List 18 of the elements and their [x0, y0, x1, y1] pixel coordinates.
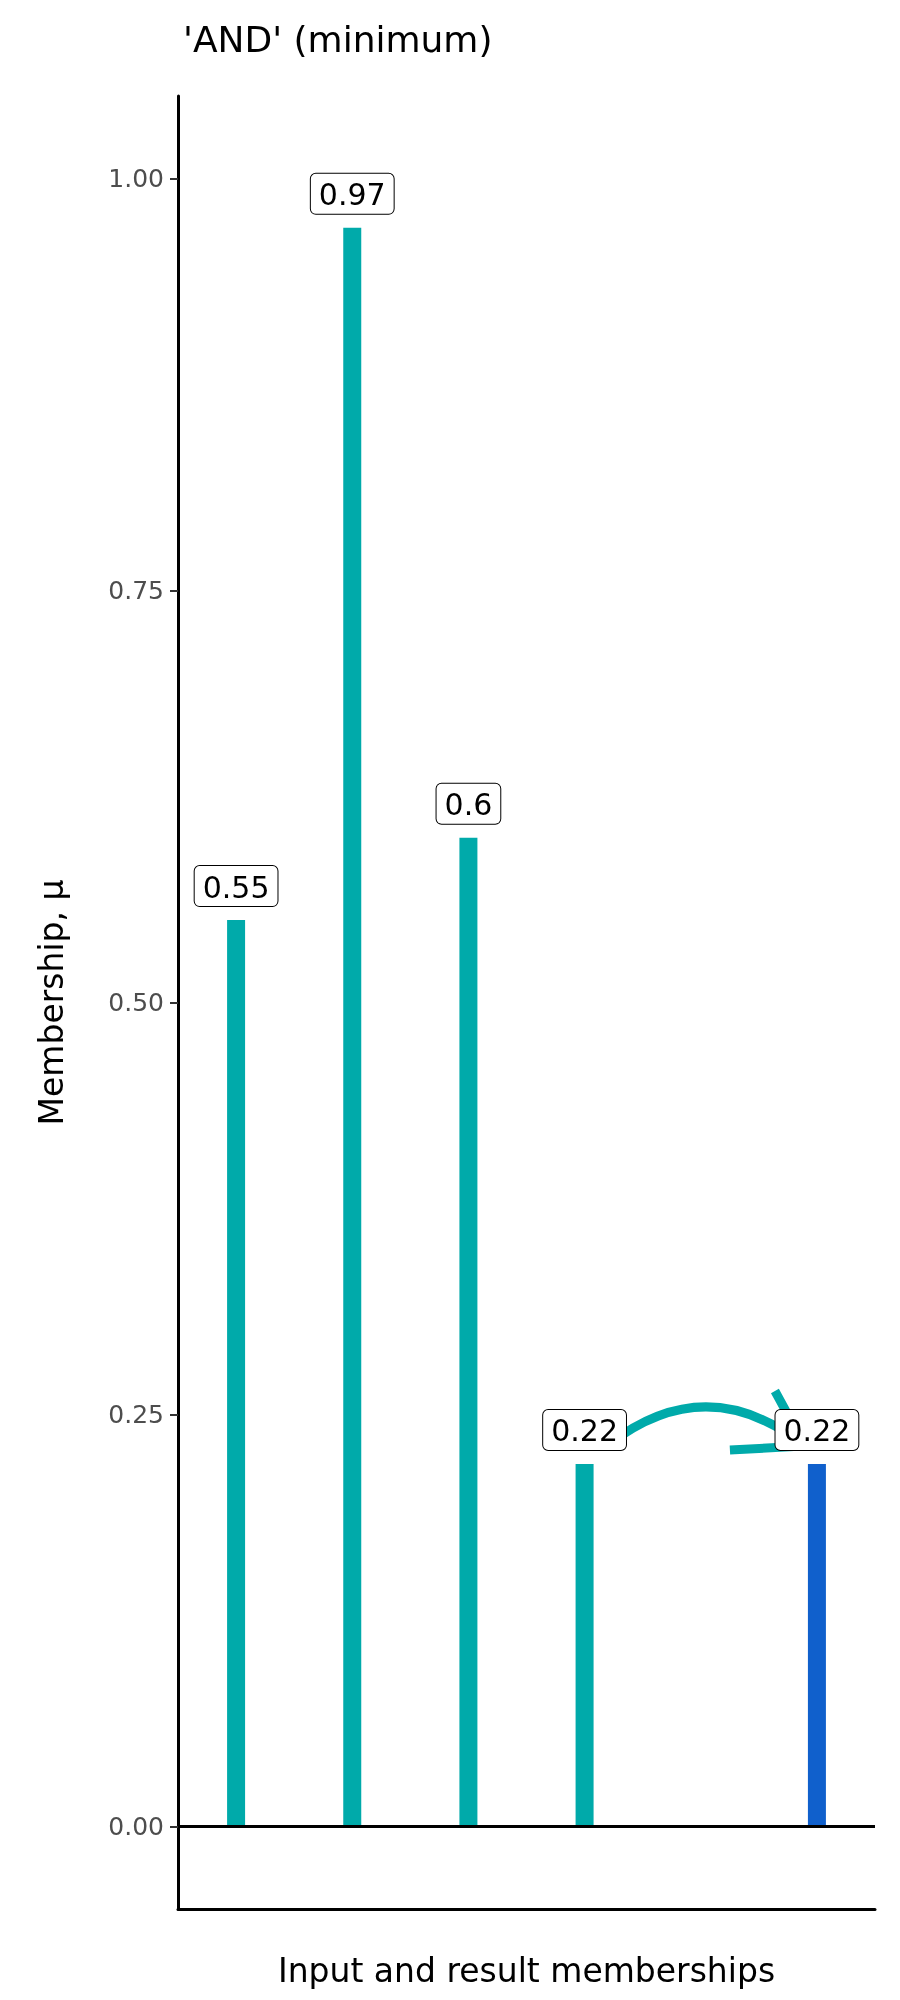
bar [343, 227, 362, 1827]
y-tick-label: 1.00 [108, 163, 164, 193]
bar [575, 1463, 594, 1827]
chart-title: 'AND' (minimum) [183, 18, 493, 60]
y-tick-label: 0.00 [108, 1812, 164, 1842]
x-axis-title: Input and result memberships [277, 1951, 776, 1990]
y-tick-label: 0.75 [108, 575, 164, 605]
y-tick-label: 0.25 [108, 1400, 164, 1430]
data-label: 0.22 [551, 1413, 618, 1449]
bar [807, 1463, 826, 1827]
data-label: 0.6 [444, 787, 493, 823]
data-label: 0.97 [318, 177, 386, 213]
bar [227, 920, 246, 1827]
bar [459, 837, 478, 1827]
y-tick-label: 0.50 [108, 988, 164, 1017]
y-axis-title: Membership, μ [32, 879, 71, 1126]
data-label: 0.22 [783, 1413, 851, 1449]
data-label: 0.55 [202, 869, 270, 905]
